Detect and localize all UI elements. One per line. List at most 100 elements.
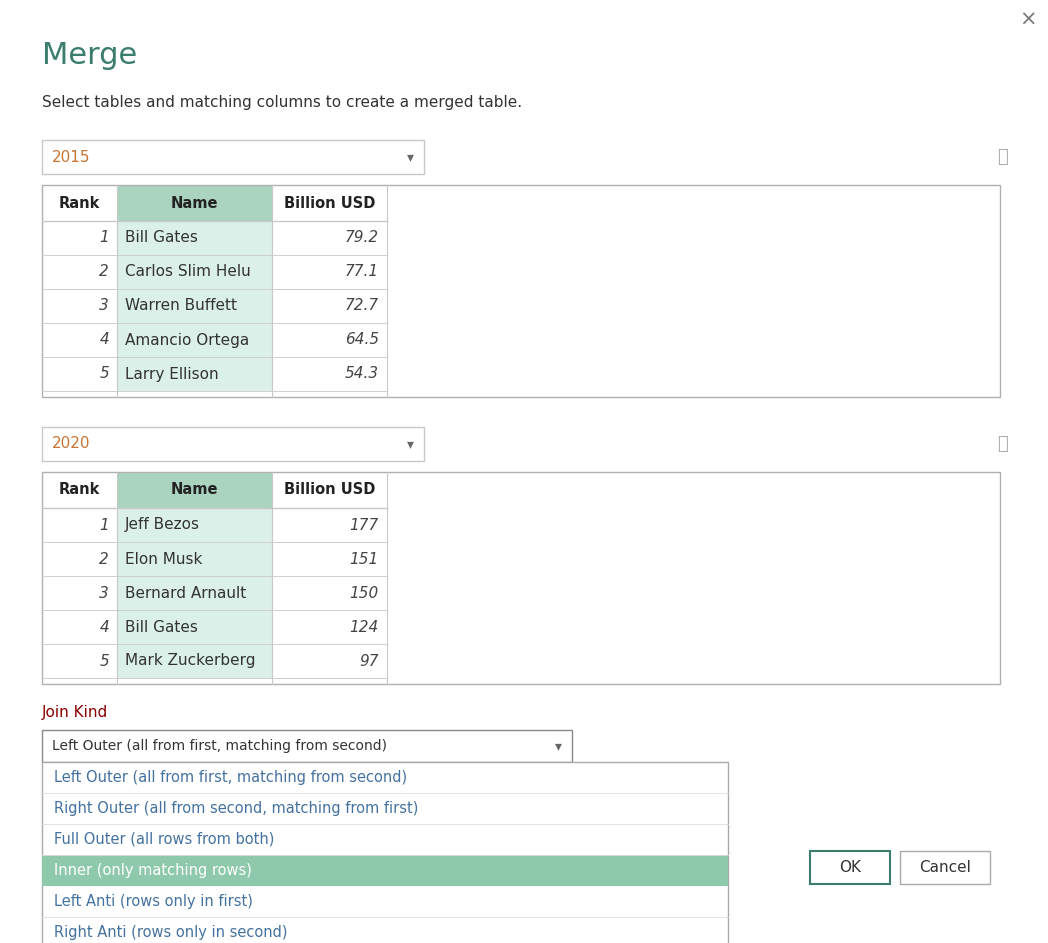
Bar	[117, 644, 272, 678]
Text: ×: ×	[1020, 10, 1036, 30]
Text: 4: 4	[100, 333, 109, 348]
Text: Cancel: Cancel	[919, 860, 970, 875]
Text: ▾: ▾	[554, 739, 562, 753]
Text: 2: 2	[100, 552, 109, 567]
Bar	[42, 855, 728, 886]
Text: OK: OK	[839, 860, 861, 875]
Bar	[117, 323, 272, 357]
Bar	[272, 472, 387, 508]
Bar	[117, 255, 272, 289]
Bar	[810, 851, 890, 884]
Text: Left Anti (rows only in first): Left Anti (rows only in first)	[54, 894, 253, 909]
Text: Rank: Rank	[59, 483, 101, 498]
Text: Full Outer (all rows from both): Full Outer (all rows from both)	[54, 832, 275, 847]
Text: 72.7: 72.7	[345, 299, 379, 313]
Text: Warren Buffett: Warren Buffett	[125, 299, 237, 313]
Text: Mark Zuckerberg: Mark Zuckerberg	[125, 653, 256, 669]
Text: 4: 4	[100, 620, 109, 635]
Bar	[272, 185, 387, 221]
Text: 2020: 2020	[52, 437, 90, 452]
Text: Name: Name	[171, 195, 218, 210]
Bar	[272, 644, 387, 678]
Text: Name: Name	[171, 483, 218, 498]
Text: 5: 5	[100, 367, 109, 382]
Text: 64.5: 64.5	[345, 333, 379, 348]
Bar	[117, 221, 272, 255]
Text: 3: 3	[100, 299, 109, 313]
Bar	[117, 185, 272, 221]
Bar	[117, 508, 272, 542]
Bar	[272, 255, 387, 289]
Text: Select tables and matching columns to create a merged table.: Select tables and matching columns to cr…	[42, 95, 522, 110]
Bar	[42, 185, 1000, 397]
Text: Left Outer (all from first, matching from second): Left Outer (all from first, matching fro…	[54, 770, 407, 785]
Text: ▾: ▾	[407, 150, 414, 164]
Text: 1: 1	[100, 518, 109, 533]
Text: Elon Musk: Elon Musk	[125, 552, 202, 567]
Bar	[42, 576, 117, 610]
Text: 77.1: 77.1	[345, 264, 379, 279]
Text: Left Outer (all from first, matching from second): Left Outer (all from first, matching fro…	[52, 739, 387, 753]
Bar	[42, 610, 117, 644]
Text: Inner (only matching rows): Inner (only matching rows)	[54, 863, 252, 878]
Text: Carlos Slim Helu: Carlos Slim Helu	[125, 264, 250, 279]
Bar	[42, 644, 117, 678]
Text: Billion USD: Billion USD	[284, 195, 375, 210]
Bar	[42, 221, 117, 255]
Bar	[117, 357, 272, 391]
Bar	[42, 472, 117, 508]
Text: Bill Gates: Bill Gates	[125, 620, 198, 635]
Text: Bernard Arnault: Bernard Arnault	[125, 586, 246, 601]
Text: Rank: Rank	[59, 195, 101, 210]
Text: 🗎: 🗎	[997, 148, 1007, 166]
Text: Amancio Ortega: Amancio Ortega	[125, 333, 249, 348]
Text: 150: 150	[350, 586, 379, 601]
Text: Billion USD: Billion USD	[284, 483, 375, 498]
Bar	[42, 185, 117, 221]
Text: 97: 97	[359, 653, 379, 669]
Bar	[42, 185, 1000, 397]
Bar	[42, 289, 117, 323]
Text: 124: 124	[350, 620, 379, 635]
Bar	[272, 508, 387, 542]
Bar	[42, 255, 117, 289]
Bar	[272, 289, 387, 323]
Bar	[117, 542, 272, 576]
Bar	[42, 427, 424, 461]
Bar	[42, 730, 572, 762]
Text: Larry Ellison: Larry Ellison	[125, 367, 219, 382]
Bar	[42, 323, 117, 357]
Bar	[42, 762, 728, 943]
Bar	[42, 472, 1000, 684]
Text: 5: 5	[100, 653, 109, 669]
Bar	[117, 472, 272, 508]
Text: Right Anti (rows only in second): Right Anti (rows only in second)	[54, 925, 287, 940]
Text: 🗎: 🗎	[997, 435, 1007, 453]
Bar	[42, 508, 117, 542]
Text: 2015: 2015	[52, 150, 90, 164]
Text: 2: 2	[100, 264, 109, 279]
Bar	[900, 851, 990, 884]
Bar	[117, 576, 272, 610]
Text: Jeff Bezos: Jeff Bezos	[125, 518, 200, 533]
Bar	[117, 289, 272, 323]
Text: 177: 177	[350, 518, 379, 533]
Bar	[42, 472, 1000, 684]
Text: 54.3: 54.3	[345, 367, 379, 382]
Text: Bill Gates: Bill Gates	[125, 230, 198, 245]
Text: ▾: ▾	[407, 437, 414, 451]
Bar	[272, 576, 387, 610]
Bar	[272, 610, 387, 644]
Bar	[42, 542, 117, 576]
Text: 151: 151	[350, 552, 379, 567]
Bar	[117, 610, 272, 644]
Bar	[272, 357, 387, 391]
Text: Join Kind: Join Kind	[42, 704, 108, 720]
Bar	[272, 542, 387, 576]
Text: Right Outer (all from second, matching from first): Right Outer (all from second, matching f…	[54, 801, 418, 816]
Text: 1: 1	[100, 230, 109, 245]
Bar	[42, 140, 424, 174]
Text: 3: 3	[100, 586, 109, 601]
Bar	[272, 221, 387, 255]
Text: 79.2: 79.2	[345, 230, 379, 245]
